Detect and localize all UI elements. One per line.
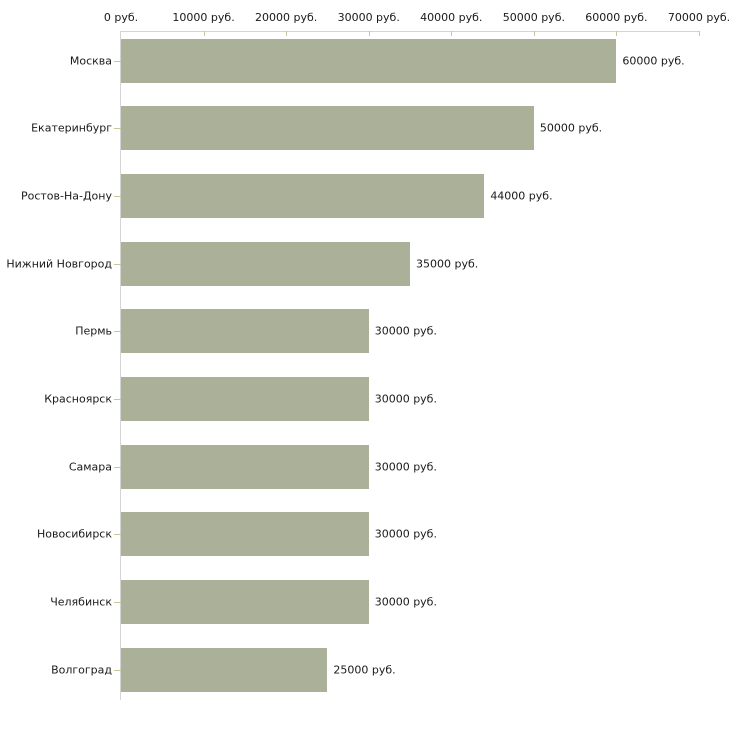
value-label: 30000 руб. [374, 527, 437, 541]
value-label: 44000 руб. [490, 189, 553, 203]
x-tick-mark [699, 31, 700, 36]
value-label: 30000 руб. [374, 324, 437, 338]
bar [121, 444, 369, 489]
value-label: 35000 руб. [416, 257, 479, 271]
x-tick-mark [533, 31, 535, 36]
value-label: 50000 руб. [539, 121, 603, 135]
value-label: 25000 руб. [333, 663, 396, 677]
category-label: Волгоград [51, 663, 112, 677]
category-label: Пермь [75, 324, 112, 338]
category-tick-mark [114, 669, 121, 671]
x-tick-label: 30000 руб. [337, 11, 400, 24]
x-tick-label: 20000 руб. [255, 11, 318, 24]
bar [121, 377, 369, 421]
category-tick-mark [114, 195, 121, 197]
category-label: Самара [68, 460, 112, 474]
category-label: Челябинск [50, 595, 112, 609]
value-label: 30000 руб. [374, 595, 437, 609]
value-label: 60000 руб. [622, 54, 685, 67]
category-tick-mark [114, 534, 121, 536]
category-tick-mark [114, 128, 121, 130]
category-tick-mark [114, 60, 121, 62]
category-label: Нижний Новгород [6, 257, 112, 271]
y-axis-line [120, 31, 121, 700]
x-axis-line [120, 31, 700, 32]
category-label: Новосибирск [36, 527, 112, 541]
x-tick-label: 70000 руб. [667, 11, 730, 24]
bar [121, 106, 534, 151]
bar [121, 647, 328, 692]
category-tick-mark [114, 602, 121, 604]
category-label: Ростов-На-Дону [20, 189, 112, 203]
category-label: Екатеринбург [31, 121, 112, 135]
x-tick-label: 50000 руб. [502, 11, 565, 24]
category-tick-mark [114, 399, 121, 400]
x-tick-mark [203, 31, 205, 36]
value-label: 30000 руб. [374, 392, 437, 406]
value-label: 30000 руб. [374, 460, 437, 474]
x-tick-mark [451, 31, 453, 36]
bar [121, 580, 369, 625]
x-tick-label: 60000 руб. [585, 11, 648, 24]
category-tick-mark [114, 263, 121, 265]
x-tick-mark [286, 31, 288, 36]
bar [121, 241, 410, 286]
category-tick-mark [114, 466, 121, 468]
bar [121, 309, 369, 354]
category-tick-mark [114, 331, 121, 333]
x-tick-mark [616, 31, 618, 36]
bar [121, 38, 617, 83]
x-tick-label: 0 руб. [103, 11, 139, 24]
x-tick-label: 40000 руб. [420, 11, 483, 24]
category-label: Москва [69, 54, 112, 67]
bar [121, 512, 369, 557]
category-label: Красноярск [44, 392, 112, 406]
x-tick-mark [368, 31, 370, 36]
bar [121, 173, 485, 218]
x-tick-label: 10000 руб. [172, 11, 235, 24]
